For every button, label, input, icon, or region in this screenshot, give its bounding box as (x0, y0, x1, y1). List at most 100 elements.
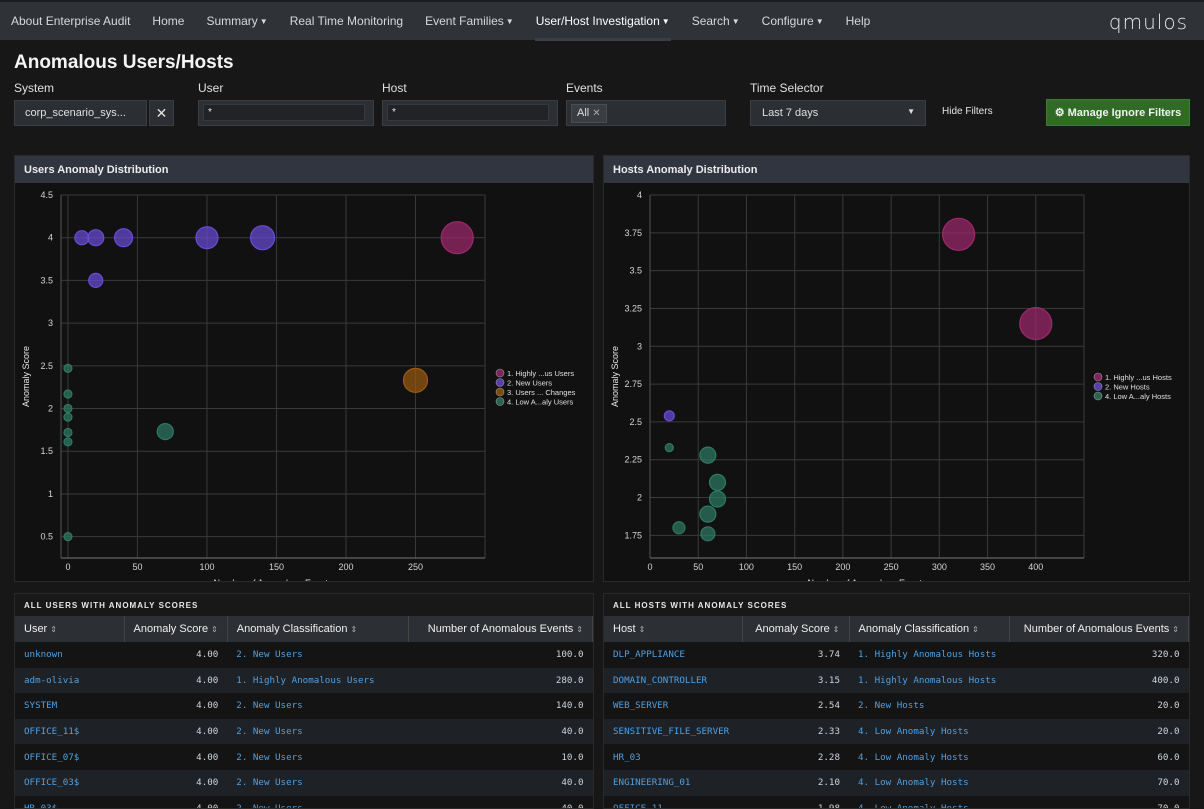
classification-cell[interactable]: 4. Low Anomaly Hosts (849, 744, 1009, 770)
user-name-cell[interactable]: unknown (15, 642, 124, 668)
legend-swatch (1093, 372, 1103, 382)
hosts-table: Host ⇕ Anomaly Score ⇕ Anomaly Classificat… (604, 616, 1189, 808)
user-name-cell[interactable]: OFFICE_11$ (15, 718, 124, 745)
sort-icon: ⇕ (350, 625, 358, 634)
data-point (63, 363, 73, 373)
host-name-cell[interactable]: DLP_APPLIANCE (604, 642, 742, 668)
classification-cell[interactable]: 2. New Users (227, 795, 409, 808)
app-logo[interactable]: qmulos (1108, 10, 1188, 34)
events-label: Events (566, 81, 603, 95)
y-tick-label: 2 (48, 404, 53, 414)
classification-cell[interactable]: 4. Low Anomaly Hosts (849, 718, 1009, 745)
table-row: OFFICE_03$ 4.00 2. New Users 40.0 (15, 769, 593, 796)
host-name-cell[interactable]: HR_03 (604, 744, 742, 770)
user-label: User (198, 81, 224, 95)
y-tick-label: 2.25 (624, 455, 642, 465)
table-row: OFFICE_11 1.98 4. Low Anomaly Hosts 70.0 (604, 795, 1189, 808)
classification-cell[interactable]: 2. New Hosts (849, 693, 1009, 719)
legend-label: 4. Low A...aly Hosts (1105, 392, 1171, 401)
classification-cell[interactable]: 4. Low Anomaly Hosts (849, 795, 1009, 808)
hide-filters-link[interactable]: Hide Filters (942, 106, 993, 117)
user-name-cell[interactable]: SYSTEM (15, 693, 124, 719)
y-tick-label: 4 (637, 190, 642, 200)
data-point (195, 226, 219, 250)
nav-item-help[interactable]: Help (835, 1, 882, 41)
header-label: User (24, 623, 48, 635)
classification-cell[interactable]: 1. Highly Anomalous Users (227, 667, 409, 694)
data-point (700, 526, 716, 542)
nav-item-summary[interactable]: Summary ▼ (195, 1, 278, 41)
user-name-cell[interactable]: OFFICE_07$ (15, 744, 124, 770)
nav-item-configure[interactable]: Configure ▼ (751, 1, 835, 41)
column-header-anomaly-score[interactable]: Anomaly Score ⇕ (124, 616, 228, 642)
users-table-title: ALL USERS WITH ANOMALY SCORES (15, 594, 593, 616)
classification-cell[interactable]: 4. Low Anomaly Hosts (849, 769, 1009, 796)
data-point (63, 532, 73, 542)
host-input[interactable]: * (387, 104, 549, 121)
event-count-cell: 10.0 (408, 744, 593, 770)
column-header-host[interactable]: Host ⇕ (604, 616, 743, 642)
nav-item-search[interactable]: Search ▼ (681, 1, 751, 41)
header-label: Number of Anomalous Events (1023, 623, 1170, 635)
classification-cell[interactable]: 2. New Users (227, 769, 409, 796)
y-tick-label: 2.75 (624, 379, 642, 389)
header-label: Anomaly Classification (236, 623, 348, 635)
classification-cell[interactable]: 2. New Users (227, 744, 409, 770)
x-tick-label: 100 (739, 562, 754, 572)
classification-cell[interactable]: 2. New Users (227, 718, 409, 745)
data-point (708, 490, 727, 508)
data-point (63, 403, 73, 414)
nav-item-about[interactable]: About Enterprise Audit (0, 1, 141, 41)
y-tick-label: 2 (637, 493, 642, 503)
user-name-cell[interactable]: adm-olivia (15, 667, 124, 694)
host-name-cell[interactable]: SENSITIVE_FILE_SERVER (604, 718, 742, 745)
data-point (113, 228, 134, 248)
remove-pill-icon[interactable]: ✕ (592, 108, 601, 119)
user-name-cell[interactable]: OFFICE_03$ (15, 769, 124, 796)
nav-item-real-time-monitoring[interactable]: Real Time Monitoring (279, 1, 414, 41)
sort-icon: ⇕ (50, 625, 57, 634)
time-selector[interactable]: Last 7 days ▼ (750, 100, 926, 126)
x-tick-label: 0 (647, 562, 652, 572)
header-label: Anomaly Score (755, 623, 830, 635)
host-name-cell[interactable]: WEB_SERVER (604, 693, 742, 719)
nav-item-home[interactable]: Home (141, 1, 195, 41)
host-name-cell[interactable]: OFFICE_11 (604, 795, 742, 808)
column-header-anomaly-classification[interactable]: Anomaly Classification ⇕ (227, 616, 409, 642)
users-table: User ⇕ Anomaly Score ⇕ Anomaly Classificat… (15, 616, 593, 808)
classification-cell[interactable]: 1. Highly Anomalous Hosts (849, 642, 1009, 668)
y-tick-label: 2.5 (629, 417, 642, 427)
classification-cell[interactable]: 1. Highly Anomalous Hosts (849, 667, 1009, 694)
table-row: HR_03$ 4.00 2. New Users 40.0 (15, 795, 593, 808)
column-header-anomaly-score[interactable]: Anomaly Score ⇕ (742, 616, 850, 642)
y-tick-label: 4.5 (40, 190, 53, 200)
data-point (699, 505, 717, 523)
anomaly-score-cell: 4.00 (124, 667, 228, 694)
legend-swatch (495, 397, 505, 406)
column-header-user[interactable]: User ⇕ (15, 616, 125, 642)
user-input[interactable]: * (203, 104, 365, 121)
clear-system-button[interactable]: ✕ (149, 100, 174, 126)
nav-item-event-families[interactable]: Event Families ▼ (414, 1, 525, 41)
column-header-number-of-events[interactable]: Number of Anomalous Events ⇕ (408, 616, 593, 642)
x-tick-label: 200 (338, 562, 353, 572)
column-header-number-of-events[interactable]: Number of Anomalous Events ⇕ (1009, 616, 1189, 642)
user-name-cell[interactable]: HR_03$ (15, 795, 124, 808)
manage-ignore-filters-button[interactable]: ⚙ Manage Ignore Filters (1046, 99, 1190, 126)
classification-cell[interactable]: 2. New Users (227, 693, 409, 719)
column-header-anomaly-classification[interactable]: Anomaly Classification ⇕ (849, 616, 1010, 642)
nav-label: Help (845, 14, 871, 28)
x-tick-label: 100 (199, 562, 214, 572)
events-multiselect[interactable]: All ✕ (566, 100, 726, 126)
nav-item-user-host-investigation[interactable]: User/Host Investigation ▼ (525, 1, 681, 41)
sort-icon: ⇕ (972, 625, 979, 634)
event-count-cell: 400.0 (1009, 667, 1189, 694)
system-select[interactable]: corp_scenario_sys... (14, 100, 147, 126)
sort-icon: ⇕ (1172, 625, 1179, 634)
host-name-cell[interactable]: ENGINEERING_01 (604, 769, 742, 796)
host-name-cell[interactable]: DOMAIN_CONTROLLER (604, 667, 742, 694)
classification-cell[interactable]: 2. New Users (227, 642, 409, 668)
event-count-cell: 20.0 (1009, 693, 1189, 719)
anomaly-score-cell: 2.28 (742, 744, 849, 770)
hosts-table-panel: ALL HOSTS WITH ANOMALY SCORES Host ⇕ Anom… (603, 593, 1190, 809)
